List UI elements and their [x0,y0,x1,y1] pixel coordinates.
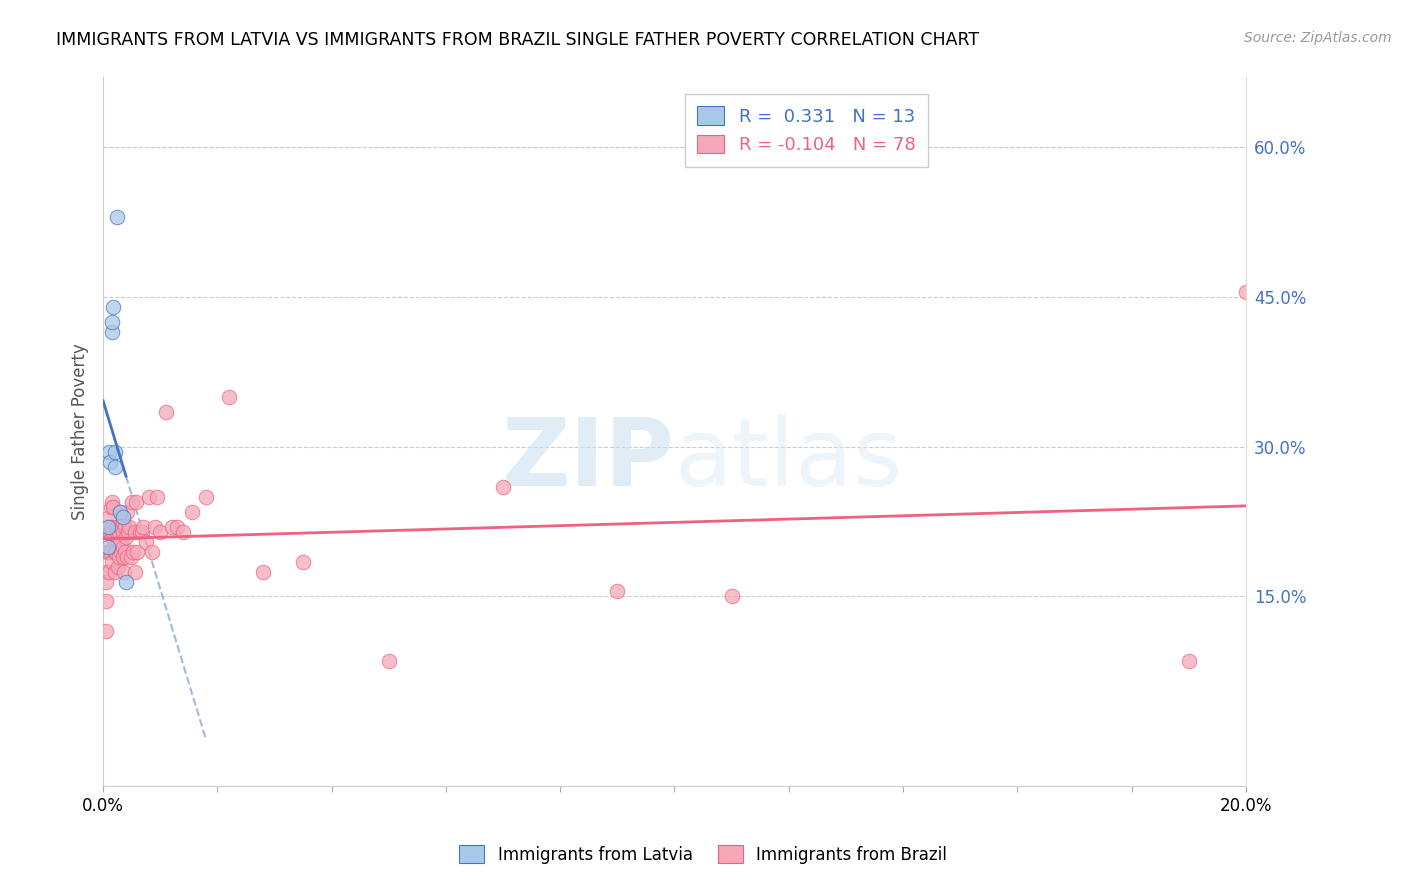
Point [98,455,121,469]
Point [112,509,135,524]
Point [114,519,136,533]
Point [117,524,139,539]
Point [110,544,132,558]
Point [97,524,120,539]
Point [100,519,122,533]
Point [103,500,125,514]
Point [107,524,129,539]
Point [111,524,134,539]
Point [100,519,122,533]
Point [166,519,188,533]
Point [146,490,169,504]
Point [124,565,146,579]
Point [94,574,117,589]
Point [115,505,138,519]
Point [124,524,146,539]
Point [115,574,138,589]
Point [103,565,125,579]
Point [104,544,127,558]
Point [112,515,135,529]
Point [138,490,160,504]
Point [103,459,125,474]
Point [120,549,142,564]
Point [94,624,117,639]
Point [112,540,135,554]
Point [131,524,153,539]
Point [97,540,120,554]
Point [97,509,120,524]
Point [218,390,240,404]
Point [110,519,132,533]
Point [129,524,152,539]
Point [194,490,217,504]
Point [97,565,120,579]
Point [100,325,122,339]
Point [103,300,125,314]
Text: atlas: atlas [675,414,903,506]
Point [121,494,143,508]
Point [107,559,129,574]
Point [118,519,141,533]
Text: Source: ZipAtlas.com: Source: ZipAtlas.com [1244,31,1392,45]
Point [98,524,121,539]
Point [160,519,183,533]
Point [121,544,143,558]
Point [115,549,138,564]
Point [110,505,132,519]
Point [101,555,124,569]
Point [103,444,125,458]
Point [110,534,132,549]
Point [101,530,124,544]
Point [97,444,120,458]
Point [110,505,132,519]
Y-axis label: Single Father Poverty: Single Father Poverty [72,343,89,520]
Point [94,594,117,608]
Point [103,534,125,549]
Point [155,405,177,419]
Point [172,524,194,539]
Point [1177,654,1199,668]
Point [112,565,135,579]
Point [492,480,515,494]
Point [127,544,149,558]
Point [97,524,120,539]
Point [96,544,118,558]
Point [100,315,122,329]
Point [100,544,122,558]
Point [141,544,163,558]
Point [97,544,120,558]
Point [149,524,172,539]
Point [720,590,742,604]
Point [252,565,274,579]
Point [107,534,129,549]
Point [115,530,138,544]
Legend: Immigrants from Latvia, Immigrants from Brazil: Immigrants from Latvia, Immigrants from … [453,838,953,871]
Point [108,524,131,539]
Point [606,584,628,599]
Text: IMMIGRANTS FROM LATVIA VS IMMIGRANTS FROM BRAZIL SINGLE FATHER POVERTY CORRELATI: IMMIGRANTS FROM LATVIA VS IMMIGRANTS FRO… [56,31,980,49]
Point [100,500,122,514]
Point [143,519,166,533]
Point [378,654,401,668]
Point [132,519,155,533]
Point [94,565,117,579]
Point [111,549,134,564]
Point [135,534,157,549]
Point [105,519,128,533]
Point [180,505,202,519]
Point [292,555,315,569]
Point [114,544,136,558]
Point [104,524,127,539]
Point [103,544,125,558]
Point [97,519,120,533]
Point [103,524,125,539]
Point [107,210,129,224]
Legend: R =  0.331   N = 13, R = -0.104   N = 78: R = 0.331 N = 13, R = -0.104 N = 78 [685,94,928,167]
Text: ZIP: ZIP [502,414,675,506]
Point [1234,285,1257,299]
Point [125,494,148,508]
Point [100,494,122,508]
Point [108,549,131,564]
